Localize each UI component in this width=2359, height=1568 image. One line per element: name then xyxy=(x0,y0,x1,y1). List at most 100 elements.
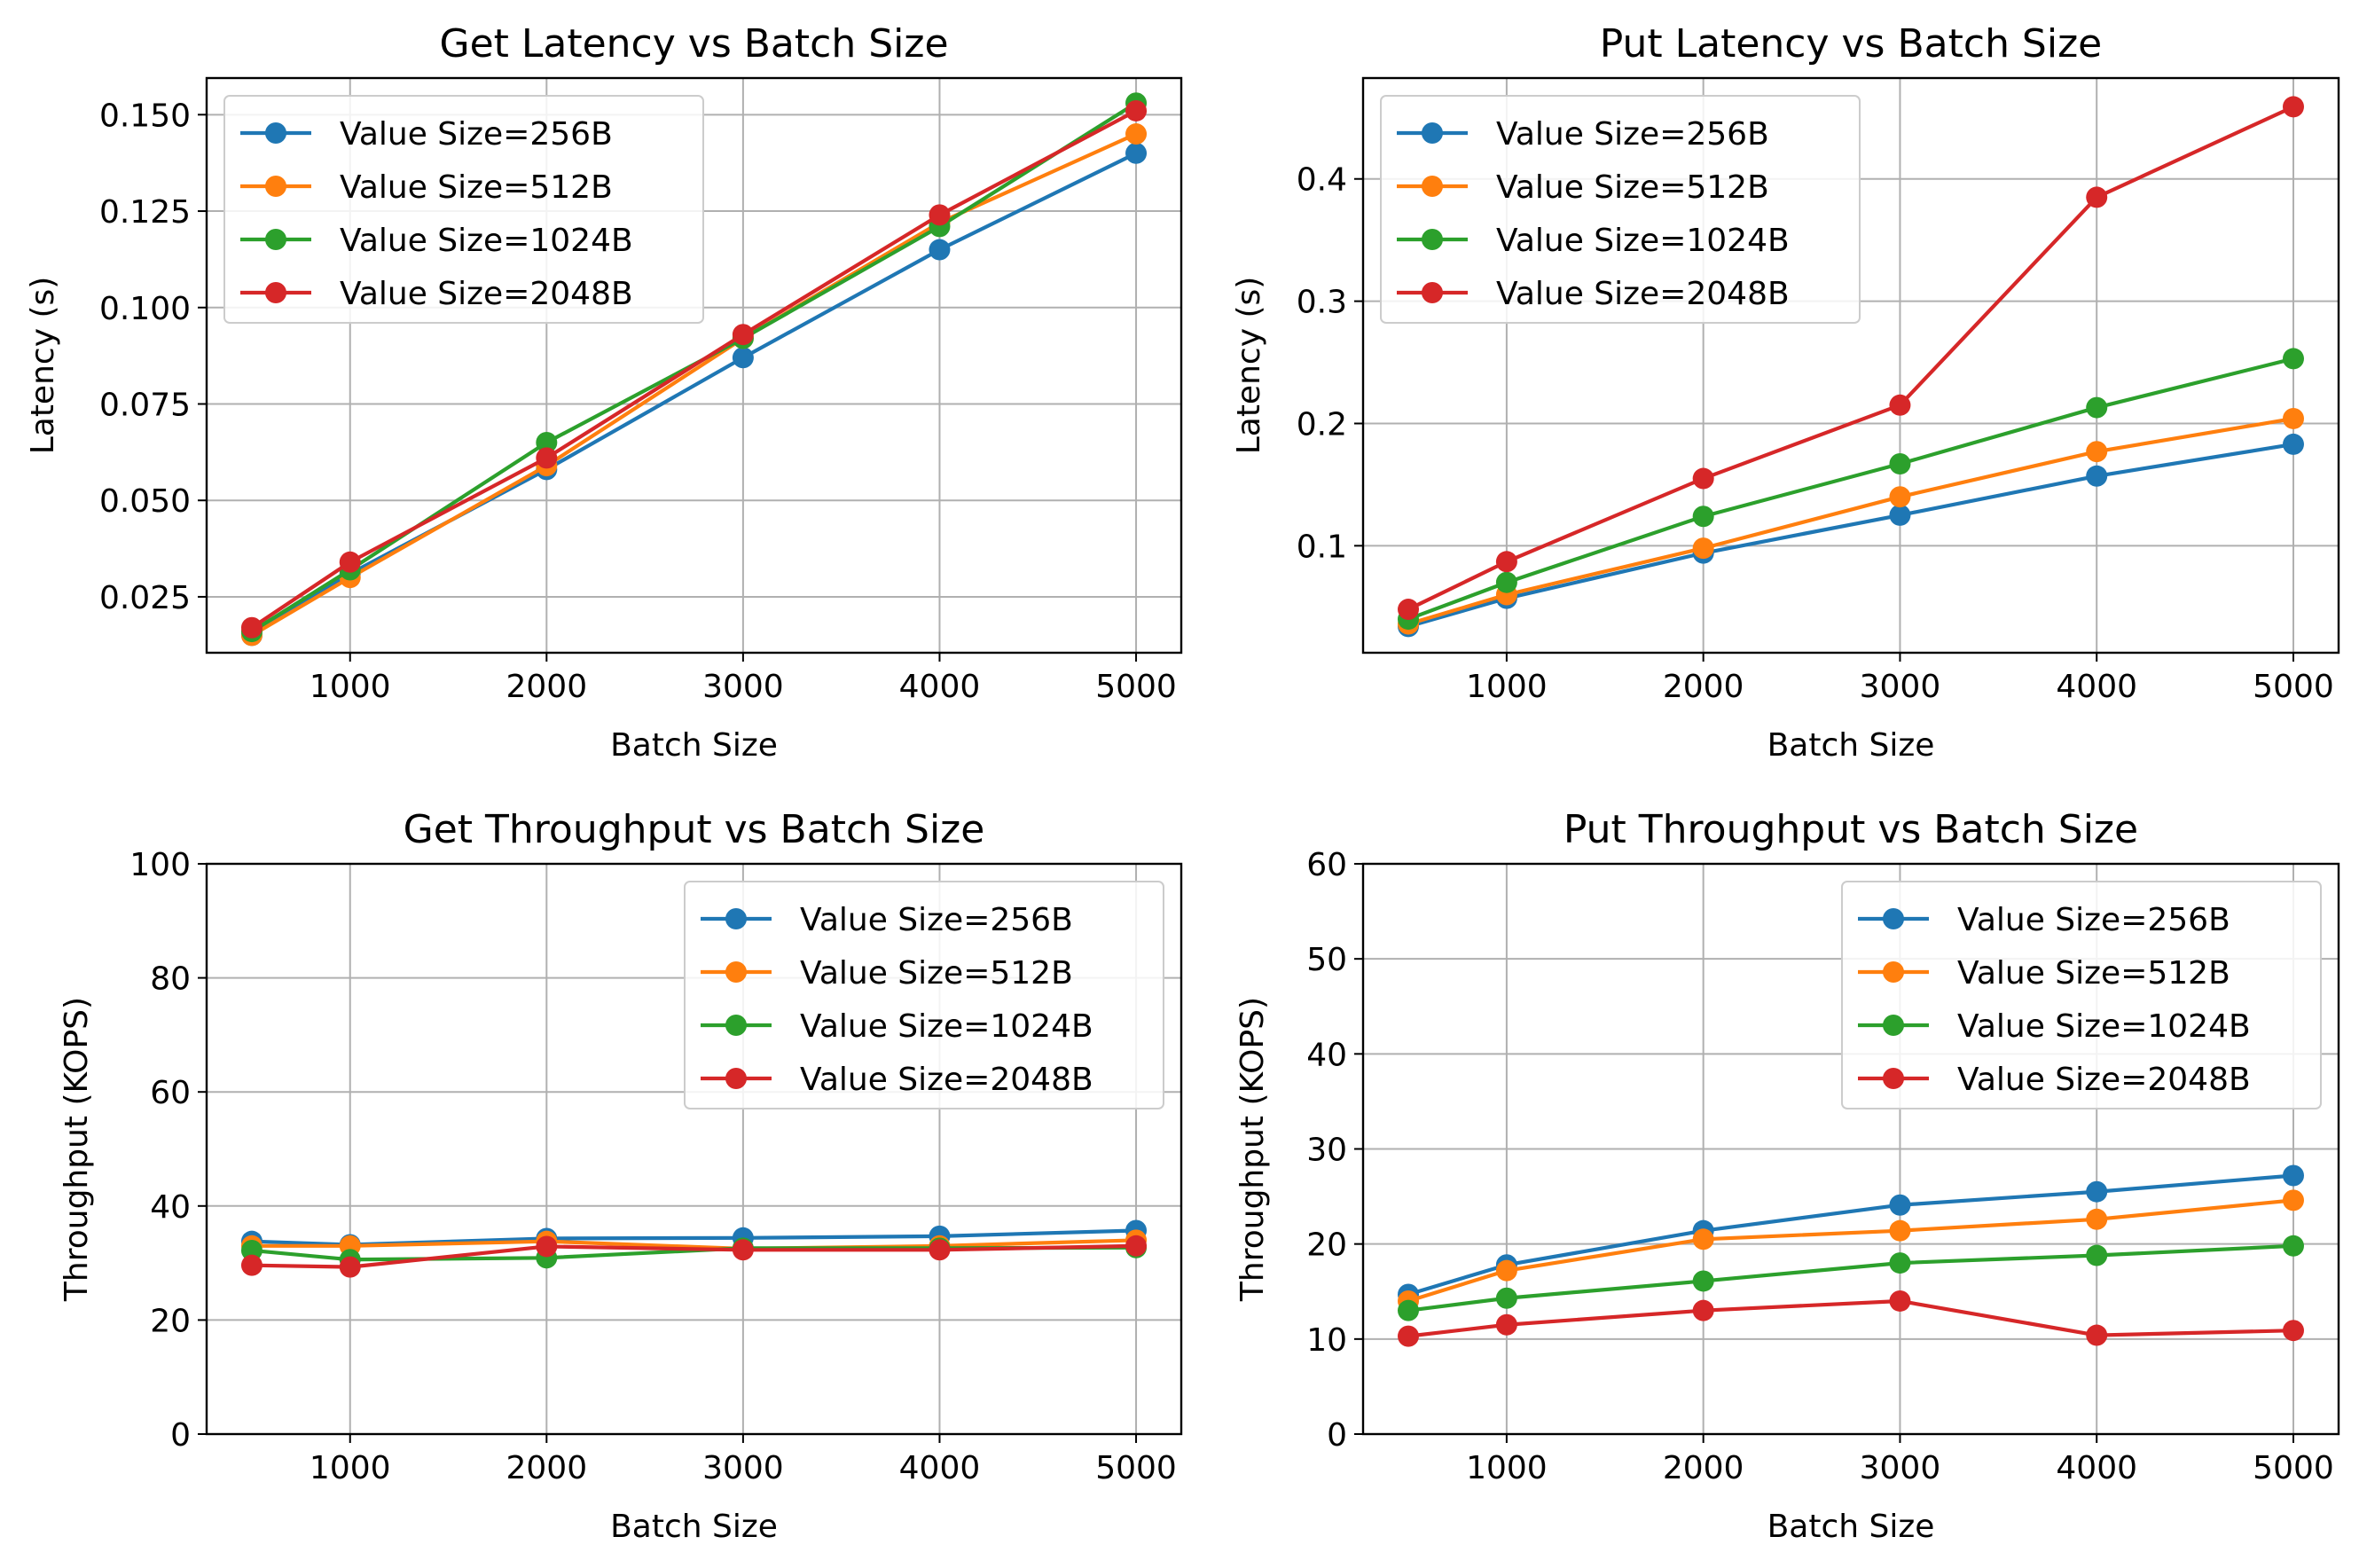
legend-label: Value Size=1024B xyxy=(1496,223,1790,259)
series-line-1 xyxy=(250,151,1137,638)
data-point xyxy=(240,616,263,639)
legend-swatch-marker xyxy=(725,908,747,929)
legend: Value Size=256B Value Size=512B Value Size… xyxy=(684,881,1164,1109)
series-line-3 xyxy=(250,101,1138,633)
data-point xyxy=(536,1235,558,1258)
series-line-3 xyxy=(1407,1243,2294,1313)
y-tick-label: 80 xyxy=(150,961,191,998)
legend-label: Value Size=2048B xyxy=(800,1062,1093,1098)
legend-swatch-marker xyxy=(265,282,286,303)
legend-label: Value Size=2048B xyxy=(1957,1062,2251,1098)
legend-swatch-marker xyxy=(1883,1068,1904,1089)
x-tick-label: 5000 xyxy=(2253,669,2334,705)
legend-box xyxy=(684,881,1164,1109)
data-point xyxy=(1692,1270,1714,1292)
data-point xyxy=(2282,433,2304,455)
chart-panel-2: 1000 2000 3000 4000 5000 0.1 0.2 0.3 0.4 Put Late… xyxy=(1231,21,2340,764)
legend-label: Value Size=512B xyxy=(1957,955,2230,992)
y-tick-label: 0.2 xyxy=(1297,406,1347,443)
x-tick-label: 1000 xyxy=(310,1450,391,1486)
legend-swatch-marker xyxy=(265,229,286,250)
data-point xyxy=(929,239,951,261)
legend-swatch-marker xyxy=(1883,908,1904,929)
data-point xyxy=(1692,467,1714,490)
x-axis-label: Batch Size xyxy=(610,727,778,764)
y-axis-label: Throughput (KOPS) xyxy=(1234,997,1271,1302)
data-point xyxy=(1692,1299,1714,1321)
legend-label: Value Size=256B xyxy=(1957,902,2230,938)
data-point xyxy=(1495,1259,1517,1282)
y-axis-label: Throughput (KOPS) xyxy=(59,997,95,1302)
x-tick-label: 2000 xyxy=(1663,669,1744,705)
data-point xyxy=(2086,465,2108,487)
axes-frame xyxy=(205,862,1183,1436)
x-tick-label: 5000 xyxy=(2253,1450,2334,1486)
data-point xyxy=(732,1239,754,1261)
data-point xyxy=(1125,1235,1148,1257)
data-point xyxy=(1889,1219,1911,1242)
axes-frame xyxy=(1361,862,2340,1436)
legend-label: Value Size=1024B xyxy=(340,223,633,259)
x-tick-label: 2000 xyxy=(1663,1450,1744,1486)
legend-label: Value Size=512B xyxy=(800,955,1073,992)
data-point xyxy=(1692,506,1714,528)
data-point xyxy=(1495,1287,1517,1309)
data-point xyxy=(2282,1189,2304,1211)
y-tick-label: 0 xyxy=(1327,1417,1347,1454)
legend-label: Value Size=2048B xyxy=(1496,276,1790,312)
legend-box xyxy=(1841,881,2322,1109)
data-point xyxy=(1889,504,1911,526)
data-point xyxy=(1398,599,1420,621)
data-point xyxy=(2086,396,2108,419)
data-point xyxy=(1495,551,1517,573)
data-point xyxy=(2086,1180,2108,1203)
legend-swatch-marker xyxy=(1883,1015,1904,1036)
data-point xyxy=(1398,1299,1420,1321)
data-point xyxy=(1125,99,1148,122)
y-tick-label: 0.3 xyxy=(1297,285,1347,321)
y-tick-label: 60 xyxy=(150,1075,191,1111)
x-tick-label: 2000 xyxy=(506,669,588,705)
x-tick-label: 3000 xyxy=(702,669,784,705)
data-point xyxy=(1495,571,1517,593)
legend-swatch-marker xyxy=(1422,176,1443,197)
chart-panel-4: 1000 2000 3000 4000 5000 0 10 20 30 40 50 60 Put Thr… xyxy=(1234,807,2340,1545)
legend-label: Value Size=256B xyxy=(800,902,1073,938)
data-point xyxy=(2282,348,2304,370)
data-point xyxy=(240,1254,263,1276)
y-tick-label: 0.4 xyxy=(1297,162,1347,199)
data-point xyxy=(2086,1208,2108,1230)
data-point xyxy=(1889,394,1911,416)
data-point xyxy=(1889,1194,1911,1216)
x-axis-label: Batch Size xyxy=(1767,1509,1935,1545)
legend-swatch-marker xyxy=(1422,229,1443,250)
x-axis-label: Batch Size xyxy=(1767,727,1935,764)
legend-swatch-marker xyxy=(1883,961,1904,983)
y-tick-label: 0.1 xyxy=(1297,529,1347,565)
y-tick-label: 0.100 xyxy=(99,291,191,327)
y-tick-label: 30 xyxy=(1306,1133,1347,1169)
y-tick-label: 0.125 xyxy=(99,194,191,231)
series-line-1 xyxy=(1407,442,2294,629)
data-point xyxy=(339,551,361,573)
series-line-2 xyxy=(1407,1198,2294,1303)
y-tick-label: 0.075 xyxy=(99,387,191,423)
x-tick-label: 3000 xyxy=(1860,1450,1941,1486)
data-point xyxy=(732,324,754,346)
legend-swatch-marker xyxy=(725,1068,747,1089)
data-point xyxy=(1889,452,1911,474)
x-tick-label: 2000 xyxy=(506,1450,588,1486)
x-tick-label: 5000 xyxy=(1095,1450,1177,1486)
y-tick-label: 0.150 xyxy=(99,98,191,134)
y-tick-label: 60 xyxy=(1306,847,1347,883)
series-line-3 xyxy=(1407,357,2294,622)
x-tick-label: 5000 xyxy=(1095,669,1177,705)
series-line-2 xyxy=(1407,416,2294,626)
y-tick-label: 0.025 xyxy=(99,580,191,616)
y-tick-label: 40 xyxy=(1306,1037,1347,1073)
data-point xyxy=(1692,537,1714,560)
data-point xyxy=(1125,123,1148,145)
series-line-4 xyxy=(251,1243,1137,1269)
data-point xyxy=(2282,96,2304,118)
